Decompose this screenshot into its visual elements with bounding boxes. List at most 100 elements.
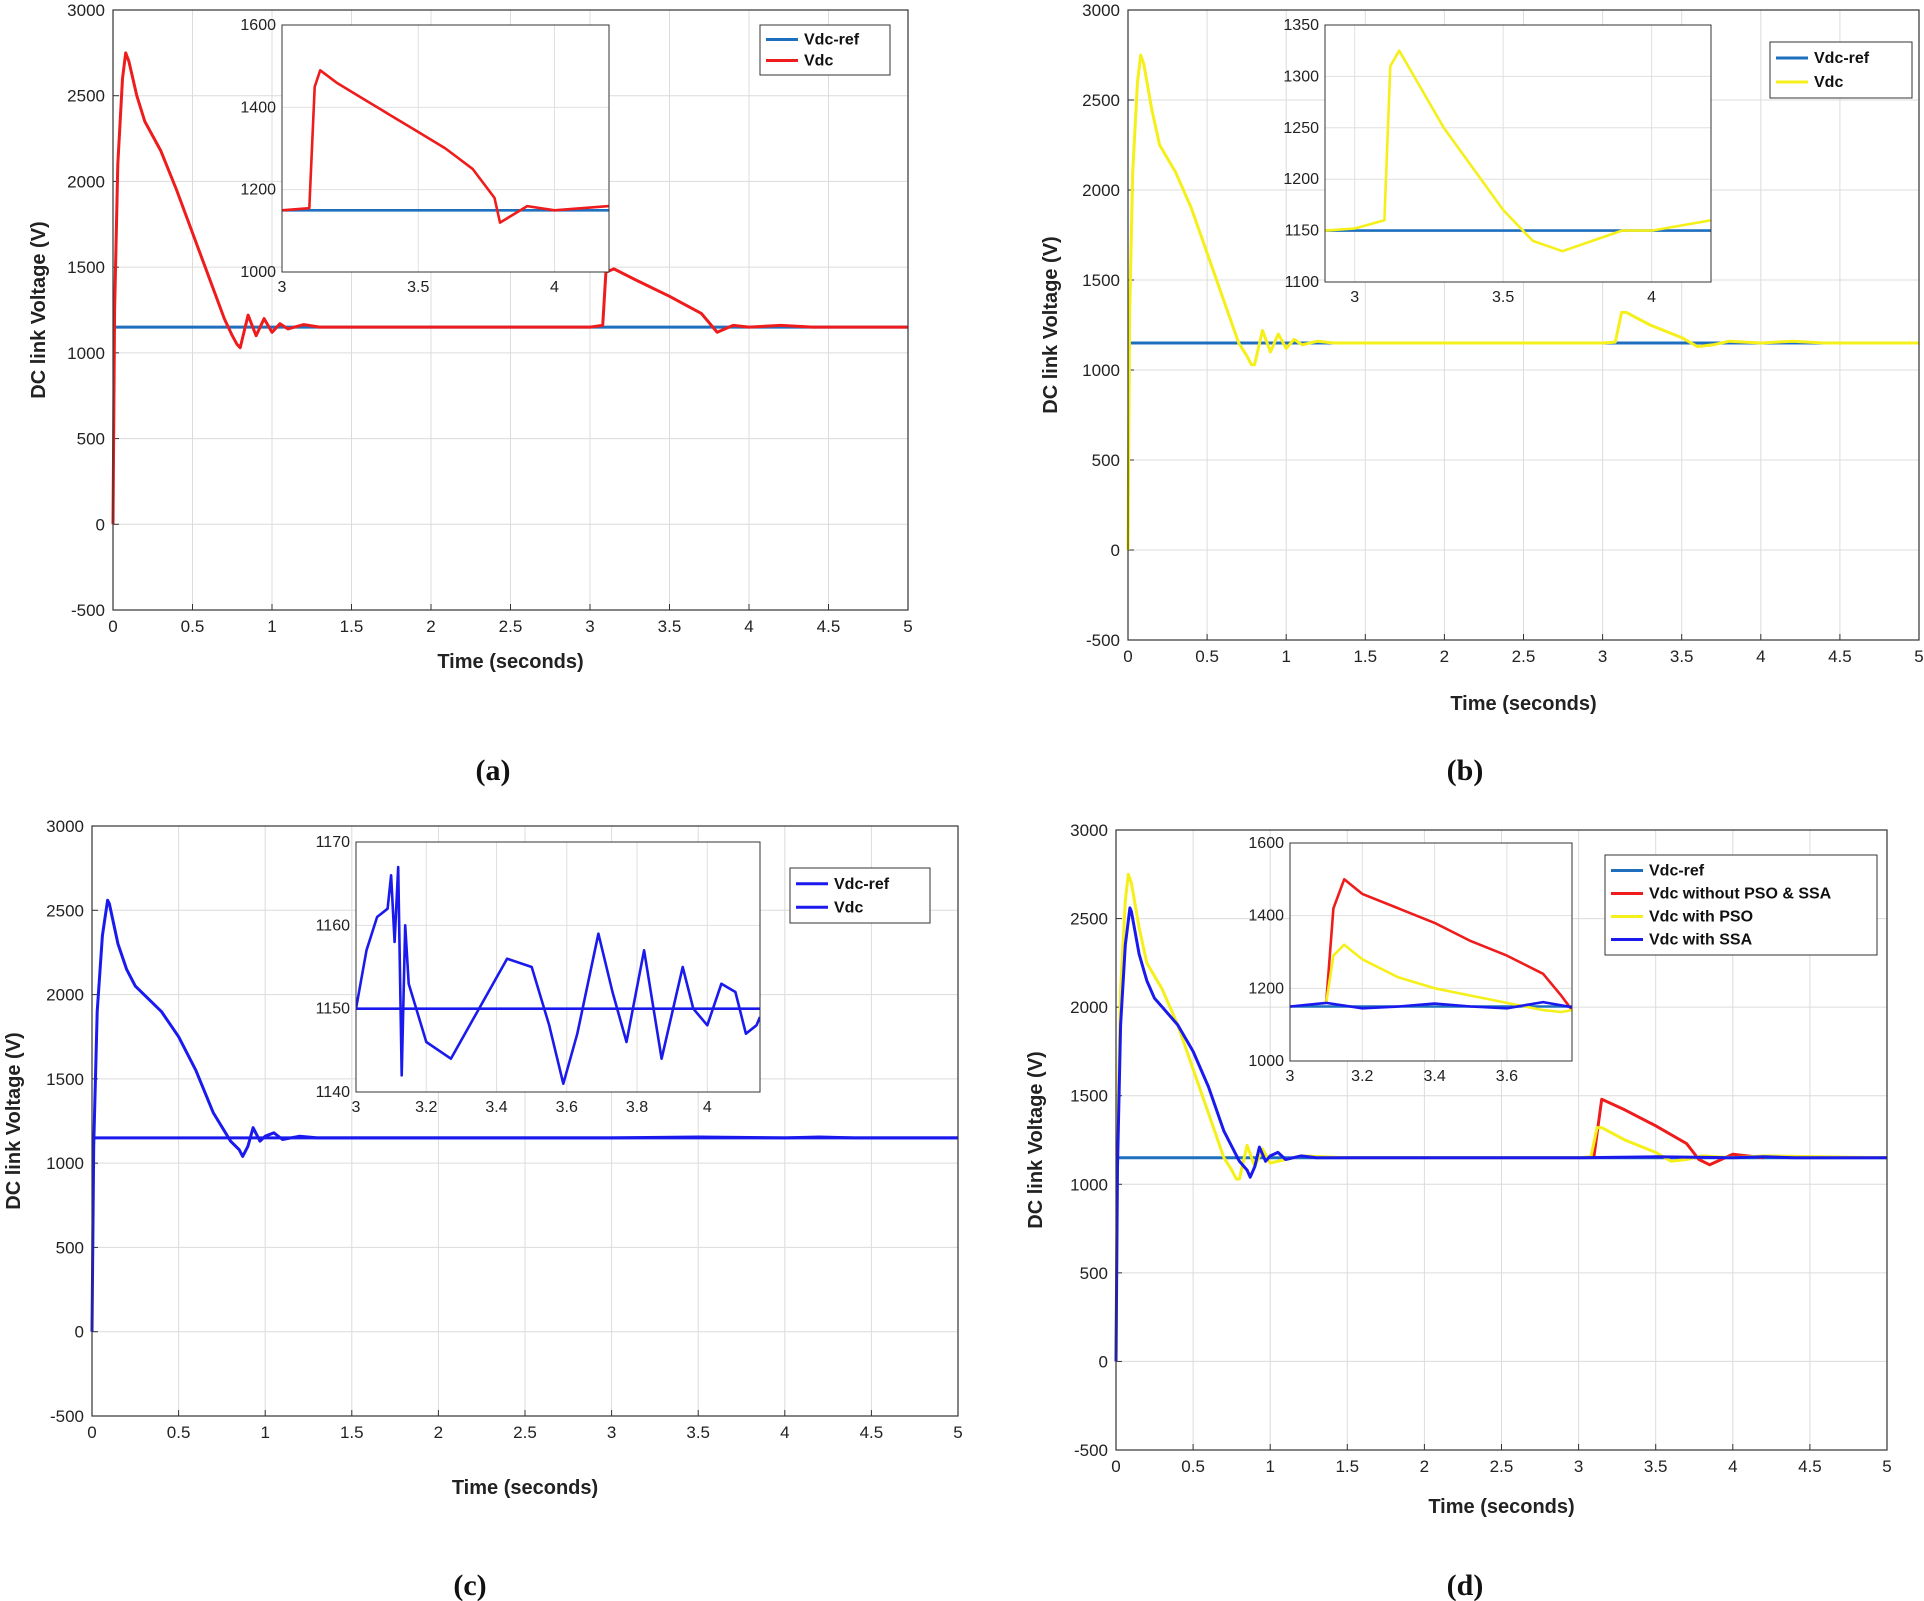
inset-frame	[355, 841, 761, 1093]
x-tick-label: 0.5	[167, 1423, 191, 1442]
x-tick-label: 2	[1420, 1457, 1429, 1476]
legend-box	[1604, 854, 1878, 956]
inset-x-tick-label: 3.2	[415, 1099, 437, 1116]
y-tick-label: 500	[56, 1238, 84, 1257]
x-tick-label: 4	[744, 617, 753, 636]
inset-x-tick-label: 3.6	[1496, 1068, 1518, 1085]
inset-y-tick-label: 1140	[316, 1084, 351, 1101]
inset-y-tick-label: 1100	[1285, 274, 1320, 291]
inset-frame	[1324, 24, 1712, 283]
y-tick-label: 2000	[1070, 998, 1108, 1017]
legend-label: Vdc with PSO	[1649, 909, 1753, 926]
x-tick-label: 0.5	[1181, 1457, 1205, 1476]
x-tick-label: 0	[1123, 647, 1132, 666]
x-tick-label: 3	[1598, 647, 1607, 666]
inset-x-tick-label: 3.5	[1492, 289, 1514, 306]
inset-frame	[1289, 842, 1573, 1062]
x-tick-label: 0	[87, 1423, 96, 1442]
inset-y-tick-label: 1250	[1283, 120, 1319, 137]
series-line	[111, 51, 908, 525]
x-tick-label: 4.5	[817, 617, 841, 636]
y-tick-label: 1000	[1082, 361, 1120, 380]
y-tick-label: 1500	[67, 258, 105, 277]
inset-x-tick-label: 3	[352, 1099, 361, 1116]
x-tick-label: 1.5	[340, 1423, 364, 1442]
y-tick-label: 1500	[46, 1070, 84, 1089]
x-tick-label: 2	[426, 617, 435, 636]
chart-panel: 0 0.5 1 1.5 2 2.5 3 3.5 4 4.5 5-500050010001500200…	[3, 817, 963, 1499]
y-tick-label: 3000	[1070, 821, 1108, 840]
series-line	[1324, 943, 1572, 1014]
x-tick-label: 4	[1728, 1457, 1737, 1476]
legend: Vdc-ref Vdc	[789, 867, 931, 924]
y-tick-label: 2500	[1082, 91, 1120, 110]
inset-y-tick-label: 1150	[316, 1001, 351, 1018]
x-tick-label: 3.5	[686, 1423, 710, 1442]
caption-c: (c)	[453, 1569, 486, 1601]
x-axis-label: Time (seconds)	[437, 651, 583, 673]
x-tick-label: 3.5	[658, 617, 682, 636]
inset-x-tick-label: 3.5	[407, 279, 429, 296]
x-tick-label: 3.5	[1644, 1457, 1668, 1476]
x-tick-label: 1.5	[340, 617, 364, 636]
x-tick-label: 4	[780, 1423, 789, 1442]
inset-plot: 3 3.2 3.4 3.6 1000 1200 1400 1600	[1248, 835, 1573, 1085]
legend-label: Vdc-ref	[1649, 863, 1705, 880]
inset-series-group	[356, 865, 760, 1085]
y-tick-label: -500	[1086, 631, 1120, 650]
series-line	[1290, 1000, 1572, 1010]
y-axis-label: DC link Voltage (V)	[1040, 236, 1062, 413]
x-tick-label: 2.5	[1490, 1457, 1514, 1476]
inset-x-tick-label: 3	[1286, 1068, 1295, 1085]
legend: Vdc-ref Vdc	[1769, 41, 1913, 99]
inset-y-tick-label: 1200	[240, 182, 276, 199]
x-tick-label: 5	[1914, 647, 1923, 666]
legend-box	[1769, 41, 1913, 99]
y-axis-label: DC link Voltage (V)	[1025, 1051, 1047, 1228]
x-tick-label: 1	[1265, 1457, 1274, 1476]
y-axis-label: DC link Voltage (V)	[3, 1032, 25, 1209]
inset-y-tick-label: 1600	[1248, 835, 1284, 852]
inset-y-tick-label: 1160	[316, 917, 351, 934]
legend-label: Vdc with SSA	[1649, 932, 1753, 949]
x-tick-label: 5	[1882, 1457, 1891, 1476]
inset-area	[356, 842, 760, 1092]
x-tick-label: 3	[1574, 1457, 1583, 1476]
x-tick-label: 0.5	[1195, 647, 1219, 666]
inset-y-tick-label: 1000	[240, 264, 276, 281]
legend-label: Vdc-ref	[834, 876, 890, 893]
y-axis-label: DC link Voltage (V)	[28, 221, 50, 398]
x-tick-label: 3	[585, 617, 594, 636]
plot-frame	[1127, 9, 1920, 641]
inset-x-tick-label: 3.6	[556, 1099, 578, 1116]
y-tick-label: 500	[77, 430, 105, 449]
inset-y-tick-label: 1200	[1248, 980, 1284, 997]
series-line	[356, 865, 760, 1085]
inset-area	[1290, 843, 1572, 1061]
x-tick-label: 5	[903, 617, 912, 636]
legend-label: Vdc	[834, 899, 863, 916]
legend-label: Vdc	[804, 53, 833, 70]
inset-y-tick-label: 1150	[1285, 223, 1320, 240]
legend: Vdc-ref Vdc without PSO & SSA Vdc with PSO…	[1604, 854, 1878, 956]
legend-label: Vdc	[1814, 74, 1843, 91]
plot-frame	[112, 9, 909, 611]
x-tick-label: 1	[267, 617, 276, 636]
x-tick-label: 1.5	[1353, 647, 1377, 666]
x-tick-label: 2.5	[499, 617, 523, 636]
legend-label: Vdc without PSO & SSA	[1649, 886, 1832, 903]
y-tick-label: -500	[50, 1407, 84, 1426]
x-tick-label: 0	[1111, 1457, 1120, 1476]
inset-x-tick-label: 4	[1647, 289, 1656, 306]
y-tick-label: 0	[96, 515, 105, 534]
series-line	[1324, 877, 1572, 1011]
y-tick-label: 3000	[67, 1, 105, 20]
inset-series-group	[1290, 877, 1572, 1014]
inset-x-tick-label: 3.2	[1351, 1068, 1373, 1085]
x-axis-label: Time (seconds)	[452, 1477, 598, 1499]
y-tick-label: 0	[1099, 1352, 1108, 1371]
y-tick-label: 1000	[46, 1154, 84, 1173]
x-tick-label: 1.5	[1335, 1457, 1359, 1476]
x-tick-label: 2	[434, 1423, 443, 1442]
